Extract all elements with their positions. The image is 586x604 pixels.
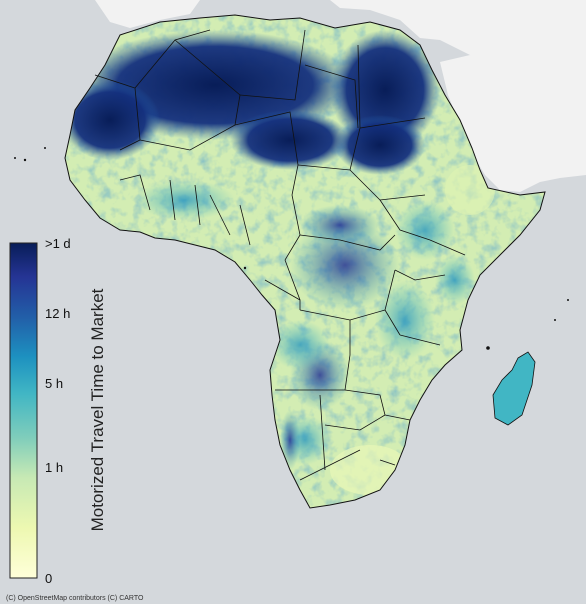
colorbar-tick-5h: 5 h [45,376,64,391]
colorbar-tick-12h: 12 h [45,306,71,321]
madagascar [492,351,536,426]
colorbar-tick-0: 0 [45,571,53,586]
country-borders [94,29,466,481]
islands [14,147,569,350]
colorbar [9,242,38,579]
map-attribution[interactable]: (C) OpenStreetMap contributors (C) CARTO [6,595,144,602]
arabian-peninsula [440,55,586,192]
iberia-landmass [95,0,200,28]
colorbar-title: Motorized Travel Time to Market [88,288,107,532]
colorbar-tick-1h: 1 h [45,460,64,475]
colorbar-tick-1d: >1 d [45,236,71,251]
